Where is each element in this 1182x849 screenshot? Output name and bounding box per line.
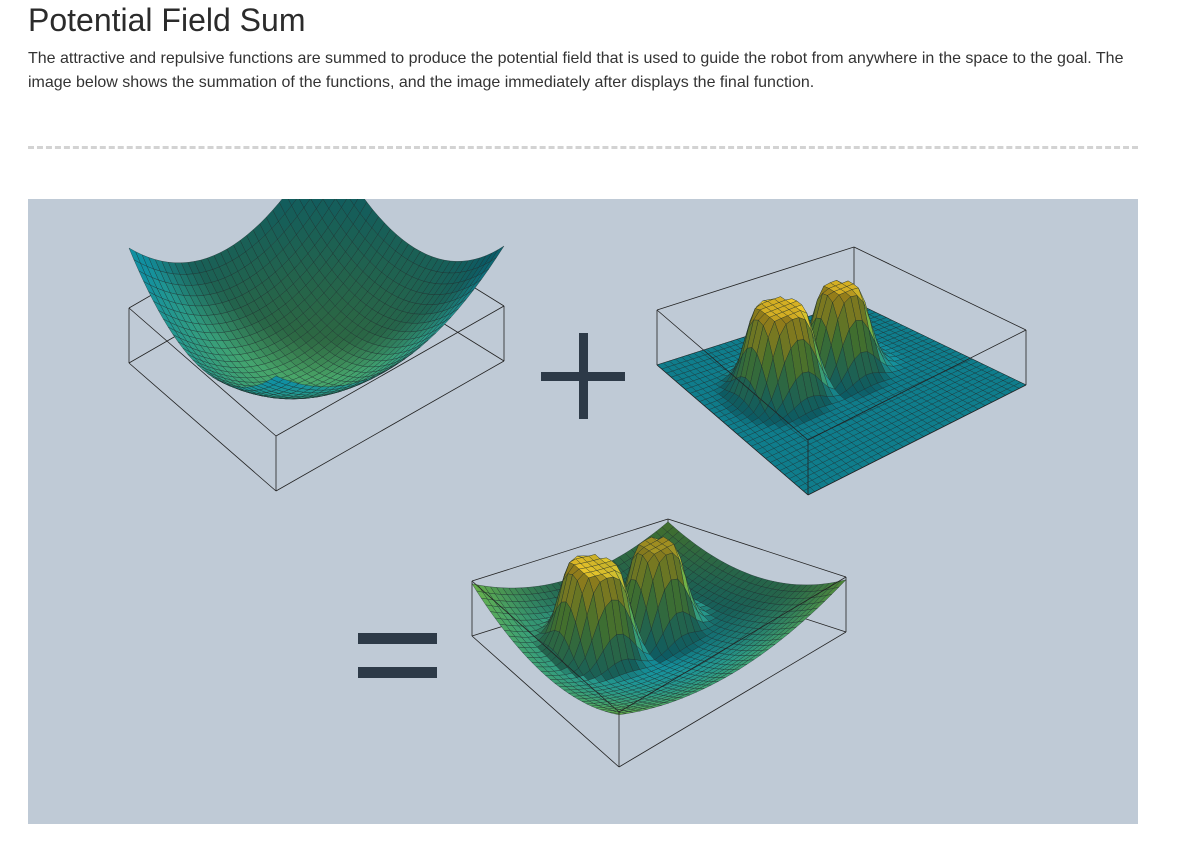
equals-symbol (358, 633, 437, 678)
attractive-surface-plot (128, 199, 505, 492)
repulsive-surface-plot (656, 246, 1027, 496)
plus-symbol (541, 333, 625, 419)
potential-field-illustration (128, 199, 1027, 768)
section-divider (28, 146, 1138, 149)
total-surface-plot (471, 518, 847, 768)
intro-paragraph: The attractive and repulsive functions a… (28, 50, 1124, 91)
potential-field-figure (28, 199, 1138, 824)
page-title: Potential Field Sum (28, 2, 306, 38)
